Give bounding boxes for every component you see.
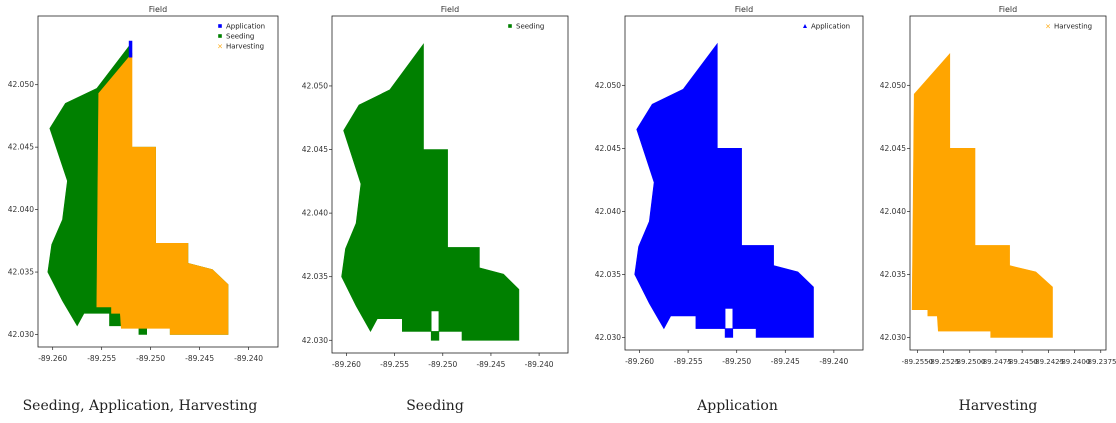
x-tick-label: -89.2475 bbox=[980, 358, 1011, 366]
caption-harvesting: Harvesting bbox=[958, 398, 1038, 414]
x-tick-label: -89.260 bbox=[625, 357, 654, 366]
y-tick-label: 42.050 bbox=[302, 81, 328, 90]
x-tick-label: -89.250 bbox=[136, 354, 165, 363]
harvesting-area bbox=[911, 53, 1053, 338]
legend-label: Harvesting bbox=[1054, 23, 1092, 31]
chart-title: Field bbox=[999, 5, 1017, 14]
x-tick-label: -89.250 bbox=[428, 360, 457, 369]
y-tick-label: 42.050 bbox=[595, 81, 621, 90]
y-tick-label: 42.035 bbox=[8, 268, 34, 277]
chart-title: Field bbox=[149, 5, 167, 14]
x-tick-label: -89.255 bbox=[380, 360, 409, 369]
chart-application: Field 42.030 42.035 42.040 42.045 42.050 -89.2… bbox=[595, 5, 864, 366]
x-tick-label: -89.255 bbox=[87, 354, 116, 363]
chart-harvesting: Field 42.030 42.035 42.040 42.045 42.050 -89.2… bbox=[880, 5, 1116, 366]
chart-combined: Field 42.030 42.035 42.040 42.045 42.050 -89.2… bbox=[8, 5, 279, 363]
axes-frame bbox=[909, 15, 1107, 351]
legend-label: Seeding bbox=[516, 23, 544, 31]
y-tick-label: 42.030 bbox=[595, 333, 621, 342]
y-tick-label: 42.045 bbox=[302, 145, 328, 154]
legend-marker bbox=[803, 24, 807, 28]
x-tick-label: -89.2425 bbox=[1033, 358, 1064, 366]
y-tick-label: 42.050 bbox=[880, 81, 906, 90]
x-tick-label: -89.260 bbox=[38, 354, 67, 363]
legend-marker: × bbox=[1045, 23, 1051, 31]
x-tick-label: -89.2375 bbox=[1085, 358, 1116, 366]
y-tick-label: 42.040 bbox=[880, 207, 906, 216]
panel-combined: Field 42.030 42.035 42.040 42.045 42.050 -89.2… bbox=[0, 0, 280, 423]
x-tick-label: -89.245 bbox=[476, 360, 505, 369]
harvesting-area bbox=[96, 52, 229, 335]
x-tick-label: -89.240 bbox=[525, 360, 554, 369]
legend-label: Seeding bbox=[226, 33, 254, 41]
legend-marker: × bbox=[217, 43, 223, 51]
axes-frame bbox=[331, 15, 569, 354]
application-area bbox=[634, 42, 814, 338]
x-tick-label: -89.2525 bbox=[928, 358, 959, 366]
caption-combined: Seeding, Application, Harvesting bbox=[22, 398, 258, 414]
application_strip-area bbox=[128, 40, 133, 58]
legend-marker bbox=[218, 24, 222, 28]
x-tick-label: -89.245 bbox=[185, 354, 214, 363]
legend-marker bbox=[508, 24, 512, 28]
x-tick-label: -89.2400 bbox=[1059, 358, 1090, 366]
legend-label: Application bbox=[811, 23, 850, 31]
y-tick-label: 42.035 bbox=[302, 272, 328, 281]
x-tick-label: -89.245 bbox=[771, 357, 800, 366]
y-tick-label: 42.040 bbox=[595, 207, 621, 216]
legend-label: Application bbox=[226, 23, 265, 31]
chart-title: Field bbox=[441, 5, 459, 14]
x-tick-label: -89.255 bbox=[674, 357, 703, 366]
caption-seeding: Seeding bbox=[406, 398, 464, 414]
y-tick-label: 42.040 bbox=[8, 205, 34, 214]
x-tick-label: -89.2550 bbox=[902, 358, 933, 366]
plot-area bbox=[634, 42, 814, 338]
axes-frame bbox=[624, 15, 864, 351]
x-tick-label: -89.260 bbox=[332, 360, 361, 369]
y-tick-label: 42.040 bbox=[302, 209, 328, 218]
chart-seeding: Field 42.030 42.035 42.040 42.045 42.050 -89.2… bbox=[302, 5, 569, 369]
plot-area bbox=[911, 53, 1053, 338]
axes-frame bbox=[37, 15, 279, 348]
y-tick-label: 42.045 bbox=[595, 144, 621, 153]
y-tick-label: 42.035 bbox=[880, 270, 906, 279]
panel-harvesting: Field 42.030 42.035 42.040 42.045 42.050 -89.2… bbox=[880, 0, 1116, 423]
chart-title: Field bbox=[735, 5, 753, 14]
panel-seeding: Field 42.030 42.035 42.040 42.045 42.050 -89.2… bbox=[290, 0, 580, 423]
panel-application: Field 42.030 42.035 42.040 42.045 42.050 -89.2… bbox=[595, 0, 880, 423]
legend-label: Harvesting bbox=[226, 43, 264, 51]
y-tick-label: 42.030 bbox=[880, 333, 906, 342]
y-tick-label: 42.045 bbox=[8, 143, 34, 152]
y-tick-label: 42.035 bbox=[595, 270, 621, 279]
legend-marker bbox=[218, 34, 222, 38]
x-tick-label: -89.250 bbox=[722, 357, 751, 366]
y-tick-label: 42.030 bbox=[302, 336, 328, 345]
seeding-area bbox=[341, 43, 520, 341]
y-tick-label: 42.050 bbox=[8, 80, 34, 89]
caption-application: Application bbox=[697, 398, 778, 414]
y-tick-label: 42.045 bbox=[880, 144, 906, 153]
x-tick-label: -89.2500 bbox=[954, 358, 985, 366]
y-tick-label: 42.030 bbox=[8, 330, 34, 339]
plot-area bbox=[47, 40, 229, 335]
plot-area bbox=[341, 43, 520, 341]
x-tick-label: -89.2450 bbox=[1006, 358, 1037, 366]
x-tick-label: -89.240 bbox=[234, 354, 263, 363]
x-tick-label: -89.240 bbox=[819, 357, 848, 366]
